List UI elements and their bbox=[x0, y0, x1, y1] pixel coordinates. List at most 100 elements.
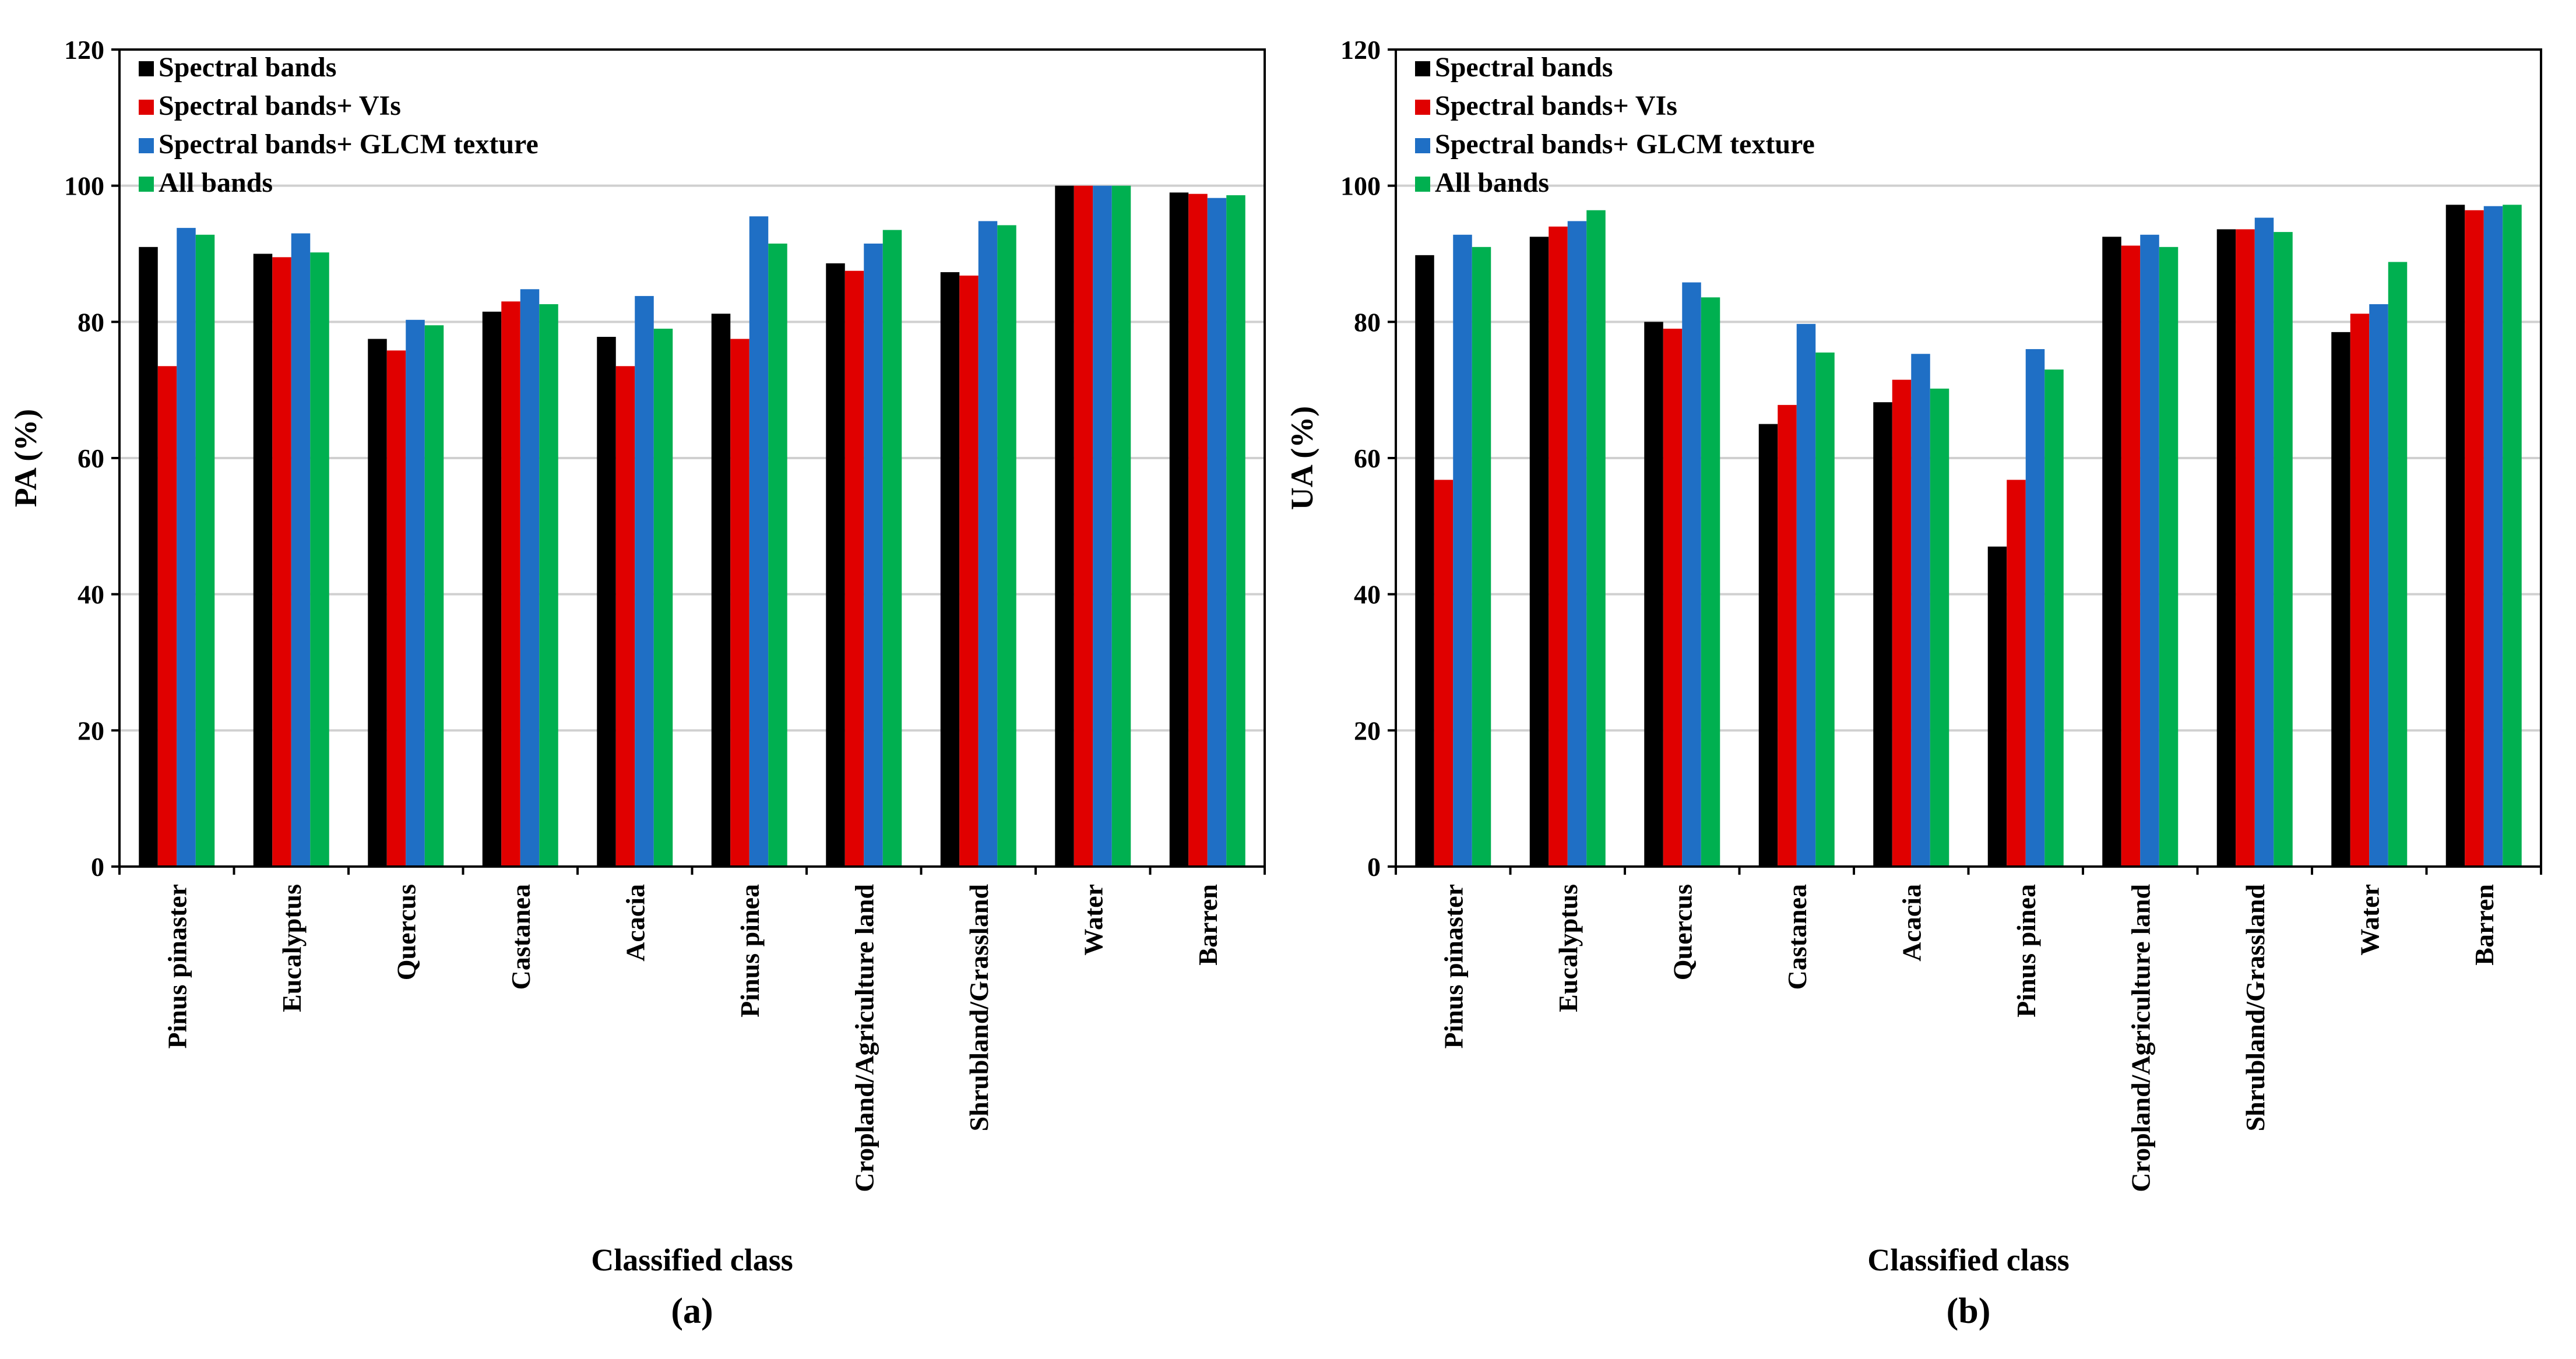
legend-label: Spectral bands bbox=[159, 52, 336, 83]
bar-spectral-bands-glcm-texture-eucalyptus bbox=[291, 233, 311, 867]
y-tick-label: 0 bbox=[1367, 852, 1381, 882]
bar-all-bands-quercus bbox=[1701, 297, 1720, 867]
bar-spectral-bands-pinus-pinea bbox=[1987, 546, 2007, 867]
y-tick-label: 80 bbox=[1354, 307, 1381, 337]
bar-spectral-bands-glcm-texture-cropland-agriculture-land bbox=[864, 243, 883, 867]
bar-all-bands-barren bbox=[1226, 195, 1245, 867]
legend-label: All bands bbox=[1435, 167, 1549, 198]
bar-spectral-bands-glcm-texture-pinus-pinea bbox=[2025, 349, 2045, 867]
bar-all-bands-eucalyptus bbox=[310, 252, 329, 867]
bar-spectral-bands-shrubland-grassland bbox=[940, 272, 960, 867]
y-tick-label: 60 bbox=[1354, 443, 1381, 473]
x-category-label: Acacia bbox=[1896, 884, 1926, 962]
legend-swatch-spectral-bands bbox=[1415, 61, 1430, 76]
bar-all-bands-pinus-pinaster bbox=[195, 234, 215, 867]
bar-spectral-bands-water bbox=[1055, 185, 1074, 867]
x-axis-title: Classified class bbox=[591, 1242, 793, 1277]
bar-spectral-bands-vis-barren bbox=[1188, 193, 1208, 867]
x-category-label: Water bbox=[1078, 884, 1108, 956]
bar-spectral-bands-barren bbox=[1169, 192, 1189, 867]
bar-spectral-bands-eucalyptus bbox=[1529, 237, 1549, 867]
bar-spectral-bands-vis-eucalyptus bbox=[1549, 226, 1568, 867]
legend-swatch-all-bands bbox=[1415, 177, 1430, 192]
bar-spectral-bands-glcm-texture-quercus bbox=[1682, 282, 1701, 867]
y-tick-label: 60 bbox=[78, 443, 104, 473]
legend-swatch-spectral-bands-vis bbox=[1415, 100, 1430, 115]
bar-all-bands-water bbox=[2388, 262, 2408, 867]
bar-spectral-bands-vis-pinus-pinaster bbox=[1434, 480, 1454, 867]
bar-spectral-bands-vis-shrubland-grassland bbox=[959, 275, 979, 867]
y-tick-label: 100 bbox=[64, 171, 104, 201]
bar-spectral-bands-pinus-pinea bbox=[711, 314, 731, 867]
x-category-label: Water bbox=[2355, 884, 2384, 956]
legend-swatch-spectral-bands-glcm-texture bbox=[1415, 138, 1430, 153]
bar-spectral-bands-vis-cropland-agriculture-land bbox=[2121, 245, 2141, 867]
y-tick-label: 0 bbox=[91, 852, 104, 882]
bar-spectral-bands-vis-acacia bbox=[615, 366, 635, 867]
y-tick-label: 20 bbox=[1354, 716, 1381, 745]
bar-spectral-bands-glcm-texture-pinus-pinaster bbox=[177, 228, 196, 867]
y-tick-label: 100 bbox=[1340, 171, 1381, 201]
bar-spectral-bands-glcm-texture-barren bbox=[1207, 198, 1227, 867]
legend-label: Spectral bands+ GLCM texture bbox=[1435, 129, 1815, 160]
x-category-label: Acacia bbox=[620, 884, 650, 962]
bar-spectral-bands-vis-acacia bbox=[1892, 379, 1912, 867]
legend-swatch-spectral-bands bbox=[139, 61, 154, 76]
legend: Spectral bands Spectral bands+ VIs Spectra… bbox=[1415, 52, 1815, 198]
legend-label: Spectral bands+ GLCM texture bbox=[159, 129, 539, 160]
y-tick-label: 120 bbox=[64, 35, 104, 65]
bar-spectral-bands-vis-water bbox=[2350, 314, 2370, 867]
y-tick-label: 40 bbox=[1354, 580, 1381, 610]
bar-spectral-bands-vis-quercus bbox=[386, 350, 406, 867]
bar-spectral-bands-glcm-texture-acacia bbox=[1911, 354, 1930, 867]
x-category-label: Eucalyptus bbox=[277, 884, 307, 1012]
x-category-label: Shrubland/Grassland bbox=[2240, 884, 2270, 1132]
bar-spectral-bands-cropland-agriculture-land bbox=[2102, 237, 2121, 867]
bar-all-bands-acacia bbox=[1930, 388, 1949, 867]
bar-spectral-bands-water bbox=[2331, 332, 2350, 867]
bar-spectral-bands-quercus bbox=[368, 339, 387, 867]
bar-all-bands-castanea bbox=[539, 304, 558, 867]
x-axis-title: Classified class bbox=[1867, 1242, 2070, 1277]
x-category-label: Quercus bbox=[391, 884, 421, 980]
x-category-label: Castanea bbox=[1782, 884, 1812, 990]
y-axis-title: PA (%) bbox=[8, 409, 43, 507]
bar-all-bands-acacia bbox=[653, 329, 673, 867]
x-category-label: Shrubland/Grassland bbox=[964, 884, 994, 1132]
bar-spectral-bands-glcm-texture-cropland-agriculture-land bbox=[2140, 234, 2159, 867]
y-tick-label: 120 bbox=[1340, 35, 1381, 65]
panel-caption: (a) bbox=[671, 1291, 713, 1331]
bar-all-bands-barren bbox=[2503, 205, 2522, 867]
x-category-label: Barren bbox=[2469, 884, 2499, 966]
bar-spectral-bands-glcm-texture-castanea bbox=[520, 289, 540, 867]
bar-spectral-bands-vis-pinus-pinaster bbox=[157, 366, 177, 867]
bar-spectral-bands-glcm-texture-acacia bbox=[635, 295, 654, 867]
legend-label: Spectral bands bbox=[1435, 52, 1613, 83]
x-category-label: Cropland/Agriculture land bbox=[849, 884, 879, 1192]
bar-spectral-bands-pinus-pinaster bbox=[1415, 255, 1434, 867]
legend-swatch-spectral-bands-glcm-texture bbox=[139, 138, 154, 153]
bar-all-bands-shrubland-grassland bbox=[2274, 232, 2293, 867]
x-category-label: Barren bbox=[1193, 884, 1223, 966]
bar-all-bands-shrubland-grassland bbox=[997, 225, 1016, 867]
y-tick-label: 40 bbox=[78, 580, 104, 610]
bar-all-bands-castanea bbox=[1815, 352, 1835, 867]
bar-spectral-bands-eucalyptus bbox=[253, 254, 273, 867]
bar-spectral-bands-vis-eucalyptus bbox=[272, 257, 291, 867]
bar-spectral-bands-glcm-texture-pinus-pinaster bbox=[1453, 234, 1472, 867]
legend: Spectral bands Spectral bands+ VIs Spectra… bbox=[139, 52, 539, 198]
bar-spectral-bands-vis-cropland-agriculture-land bbox=[844, 270, 864, 867]
x-category-label: Pinus pinaster bbox=[162, 884, 192, 1048]
bar-all-bands-quercus bbox=[424, 325, 444, 867]
legend-label: Spectral bands+ VIs bbox=[1435, 90, 1677, 121]
bar-spectral-bands-glcm-texture-water bbox=[2369, 304, 2388, 867]
x-category-label: Pinus pinaster bbox=[1438, 884, 1468, 1048]
y-axis-title: UA (%) bbox=[1285, 406, 1319, 510]
bar-spectral-bands-vis-pinus-pinea bbox=[2007, 480, 2026, 867]
bar-spectral-bands-vis-castanea bbox=[501, 301, 520, 867]
bar-spectral-bands-glcm-texture-water bbox=[1093, 185, 1112, 867]
legend-label: All bands bbox=[159, 167, 273, 198]
x-category-label: Quercus bbox=[1667, 884, 1697, 980]
